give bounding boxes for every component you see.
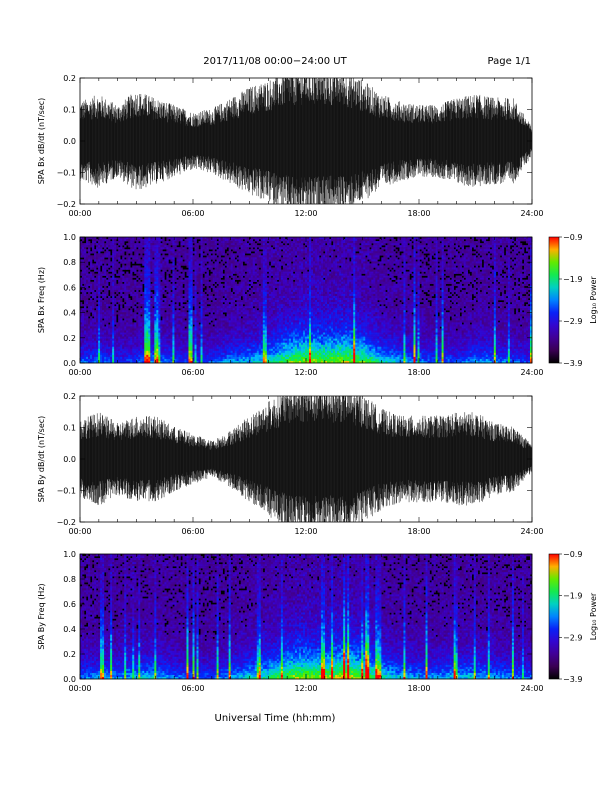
x-tick-label: 18:00	[407, 527, 430, 536]
y-tick-label: 0.1	[63, 424, 76, 433]
y-tick-label: 0.2	[63, 392, 76, 401]
y-tick-label: 0.8	[63, 258, 76, 267]
x-tick-label: 00:00	[68, 209, 91, 218]
y-axis-label: SPA By dB/dt (nT/sec)	[37, 416, 46, 503]
colorbar-tick-label: −3.9	[563, 359, 582, 368]
y-tick-label: −0.2	[57, 518, 76, 527]
y-tick-label: 0.2	[63, 334, 76, 343]
x-tick-label: 12:00	[294, 368, 317, 377]
plot-title: 2017/11/08 00:00−24:00 UT	[203, 56, 347, 67]
y-tick-label: 1.0	[63, 233, 76, 242]
x-tick-label: 24:00	[520, 368, 543, 377]
y-axis-label: SPA Bx dB/dt (nT/sec)	[37, 98, 46, 185]
colorbar-tick-label: −1.9	[563, 275, 582, 284]
colorbar-label: Log₁₀ Power	[589, 276, 598, 324]
page-number: Page 1/1	[488, 56, 531, 67]
y-tick-label: 0.2	[63, 650, 76, 659]
y-tick-label: 0.0	[63, 359, 76, 368]
x-tick-label: 06:00	[181, 527, 204, 536]
x-tick-label: 12:00	[294, 209, 317, 218]
colorbar-tick-label: −2.9	[563, 317, 582, 326]
y-tick-label: −0.1	[57, 487, 76, 496]
spectrogram-cells	[80, 554, 533, 680]
y-tick-label: 0.0	[63, 675, 76, 684]
y-tick-label: 0.6	[63, 600, 76, 609]
colorbar-tick-label: −3.9	[563, 675, 582, 684]
x-tick-label: 24:00	[520, 209, 543, 218]
colorbar	[548, 236, 560, 364]
y-tick-label: 0.6	[63, 283, 76, 292]
y-tick-label: 0.4	[63, 625, 76, 634]
y-tick-label: 0.8	[63, 575, 76, 584]
x-tick-label: 24:00	[520, 527, 543, 536]
y-axis-label: SPA By Freq (Hz)	[37, 583, 46, 649]
panel-bx-spectrogram: −0.9 −1.9 −2.9 −3.9 Log₁₀ Power 00:00 06:00 12:…	[37, 233, 598, 377]
x-tick-label: 12:00	[294, 684, 317, 693]
spectrogram-cells	[80, 237, 533, 364]
dbdt-trace	[80, 396, 532, 522]
x-tick-label: 06:00	[181, 368, 204, 377]
x-tick-label: 18:00	[407, 684, 430, 693]
colorbar-tick-label: −0.9	[563, 550, 582, 559]
y-tick-label: −0.1	[57, 169, 76, 178]
x-tick-label: 06:00	[181, 684, 204, 693]
y-tick-label: −0.2	[57, 200, 76, 209]
y-axis-label: SPA Bx Freq (Hz)	[37, 267, 46, 333]
colorbar-tick-label: −2.9	[563, 633, 582, 642]
dbdt-trace	[80, 78, 532, 204]
x-tick-label: 06:00	[181, 209, 204, 218]
colorbar-label: Log₁₀ Power	[589, 592, 598, 640]
x-axis-label: Universal Time (hh:mm)	[215, 713, 336, 724]
panel-bx-dbdt: 00:00 06:00 12:00 18:00 24:00 0.2 0.1 0.0 −0.1 −0…	[37, 74, 544, 218]
x-tick-label: 00:00	[68, 684, 91, 693]
x-tick-label: 24:00	[520, 684, 543, 693]
colorbar	[548, 553, 560, 680]
y-tick-label: 1.0	[63, 550, 76, 559]
x-tick-label: 00:00	[68, 527, 91, 536]
x-tick-label: 00:00	[68, 368, 91, 377]
colorbar-tick-label: −1.9	[563, 592, 582, 601]
x-tick-label: 18:00	[407, 368, 430, 377]
panel-by-spectrogram: −0.9 −1.9 −2.9 −3.9 Log₁₀ Power 00:00 06:00 12:…	[37, 550, 598, 693]
x-tick-label: 12:00	[294, 527, 317, 536]
y-tick-label: 0.0	[63, 137, 76, 146]
panel-by-dbdt: 00:00 06:00 12:00 18:00 24:00 0.2 0.1 0.0 −0.1 −0…	[37, 392, 544, 536]
x-tick-label: 18:00	[407, 209, 430, 218]
y-tick-label: 0.4	[63, 309, 76, 318]
y-tick-label: 0.2	[63, 74, 76, 83]
colorbar-tick-label: −0.9	[563, 233, 582, 242]
y-tick-label: 0.1	[63, 106, 76, 115]
y-tick-label: 0.0	[63, 455, 76, 464]
